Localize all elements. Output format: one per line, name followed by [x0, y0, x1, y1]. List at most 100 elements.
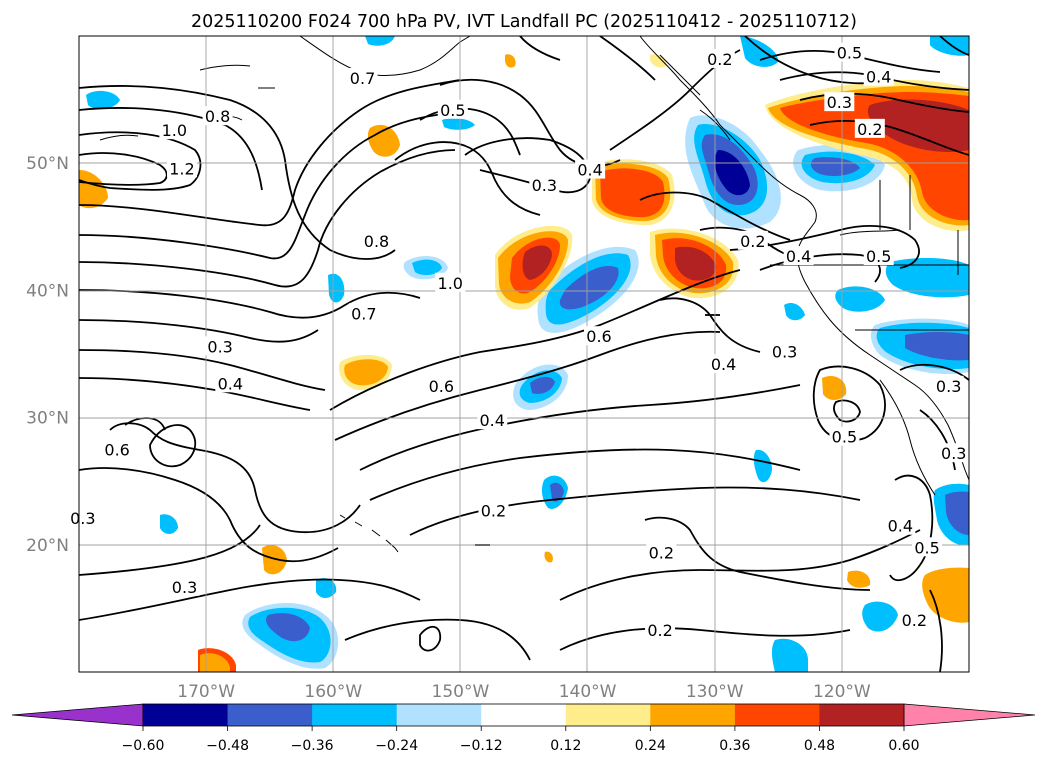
lon-tick-label: 150°W — [432, 682, 490, 702]
contour-label: 0.8 — [364, 232, 389, 251]
colorbar-segment — [143, 704, 229, 726]
negative-anomaly-small — [86, 36, 969, 672]
latitude-tick-labels: 20°N 30°N 40°N 50°N — [26, 154, 69, 556]
colorbar-tick-label: −0.60 — [122, 738, 165, 754]
figure-title: 2025110200 F024 700 hPa PV, IVT Landfall… — [191, 12, 857, 32]
contour-label-bg — [704, 48, 735, 68]
contour-label-bg — [166, 158, 197, 178]
contour-label: 1.0 — [438, 274, 463, 293]
contour-label: 0.2 — [902, 611, 927, 630]
negative-anomaly-nw — [793, 145, 885, 192]
contour-label-bg — [824, 92, 855, 112]
negative-anomaly-southwest — [242, 602, 339, 669]
lon-tick-label: 130°W — [686, 682, 744, 702]
positive-anomaly-central-east — [592, 159, 739, 299]
contour-label: 0.7 — [350, 69, 375, 88]
contour-label: 0.3 — [207, 337, 232, 356]
contour-label-bg — [854, 118, 885, 138]
contour-label-bg — [783, 246, 814, 266]
positive-anomaly-small — [79, 54, 969, 672]
contour-label-bg — [769, 341, 800, 361]
contour-label: 0.5 — [837, 44, 862, 63]
contour-label-bg — [205, 336, 236, 356]
negative-anomaly-west-coast — [835, 258, 969, 546]
contour-label-bg — [435, 272, 466, 292]
lat-tick-label: 50°N — [26, 154, 69, 174]
contour-label: 0.8 — [205, 107, 230, 126]
contour-label: 0.2 — [707, 50, 732, 69]
contour-label-bg — [347, 67, 378, 87]
colorbar-tick-label: 0.24 — [635, 738, 666, 754]
contour-label-bg — [708, 354, 739, 374]
contour-label-bg — [584, 326, 615, 346]
colorbar-under-extension — [11, 703, 144, 727]
contour-label-bg — [478, 500, 509, 520]
colorbar-tick-label: −0.12 — [460, 738, 503, 754]
contour-label-bg — [912, 537, 943, 557]
colorbar-segment — [481, 704, 567, 726]
contour-label: 0.4 — [888, 517, 913, 536]
lat-tick-label: 30°N — [26, 409, 69, 429]
contour-label: 0.3 — [172, 578, 197, 597]
contour-label: 0.4 — [479, 411, 504, 430]
contour-label-bg — [646, 542, 677, 562]
contour-label-bg — [834, 42, 865, 62]
colorbar-frame — [142, 703, 905, 727]
contour-label: 0.2 — [647, 621, 672, 640]
contour-label: 0.2 — [649, 543, 674, 562]
lat-tick-label: 20°N — [26, 536, 69, 556]
colorbar-segment — [819, 704, 905, 726]
contour-label: 1.2 — [169, 159, 194, 178]
contour-label: 0.4 — [866, 68, 891, 87]
contour-label: 0.6 — [104, 440, 129, 459]
contour-label-bg — [426, 375, 457, 395]
contour-label-bg — [361, 230, 392, 250]
colorbar-segment — [227, 704, 313, 726]
contour-label: 0.7 — [351, 304, 376, 323]
colorbar-tick-label: 0.12 — [550, 738, 581, 754]
colorbar-tick-label: 0.48 — [804, 738, 835, 754]
pv-anomaly-fills — [79, 36, 969, 672]
contour-label: 0.6 — [586, 327, 611, 346]
contour-label: 0.3 — [772, 342, 797, 361]
ivt-contours — [78, 35, 970, 673]
lat-tick-label: 40°N — [26, 281, 69, 301]
contour-label: 0.3 — [70, 509, 95, 528]
contour-label-bg — [348, 303, 379, 323]
contour-label-bg — [169, 576, 200, 596]
contour-label-bg — [899, 609, 930, 629]
lon-tick-label: 120°W — [813, 682, 871, 702]
contour-label: 0.2 — [740, 232, 765, 251]
contour-label-bg — [863, 66, 894, 86]
contour-label: 0.3 — [827, 93, 852, 112]
contour-label-bg — [938, 443, 969, 463]
contour-label: 0.4 — [786, 247, 811, 266]
contour-label: 1.0 — [162, 121, 187, 140]
contour-label: 0.4 — [218, 374, 243, 393]
contour-label: 0.2 — [857, 120, 882, 139]
contour-label-bg — [645, 620, 676, 640]
contour-label-bg — [477, 410, 508, 430]
colorbar-tick-label: −0.48 — [206, 738, 249, 754]
contour-label-bg — [933, 375, 964, 395]
lon-tick-label: 160°W — [304, 682, 362, 702]
colorbar-segment — [396, 704, 482, 726]
colorbar-tick-label: −0.24 — [375, 738, 418, 754]
contour-label-bg — [215, 373, 246, 393]
longitude-tick-labels: 170°W 160°W 150°W 140°W 130°W 120°W — [177, 682, 871, 702]
contour-label-bg — [885, 515, 916, 535]
contour-label: 0.4 — [711, 355, 736, 374]
colorbar-tick-label: 0.36 — [719, 738, 750, 754]
contour-labels: 0.2 0.50.40.30.20.70.81.01.20.50.30.40.81… — [67, 42, 969, 640]
contour-label: 0.5 — [866, 247, 891, 266]
contour-label: 0.5 — [914, 538, 939, 557]
contour-label-bg — [863, 246, 894, 266]
colorbar-segment — [312, 704, 398, 726]
colorbar-tick-label: −0.36 — [291, 738, 334, 754]
contour-label: 0.3 — [532, 176, 557, 195]
colorbar: −0.60 −0.48 −0.36 −0.24 −0.12 0.12 0.24 0.36 0.4… — [11, 703, 1036, 754]
contour-label-bg — [437, 99, 468, 119]
colorbar-over-extension — [903, 703, 1036, 727]
positive-anomaly-ne — [765, 80, 969, 232]
